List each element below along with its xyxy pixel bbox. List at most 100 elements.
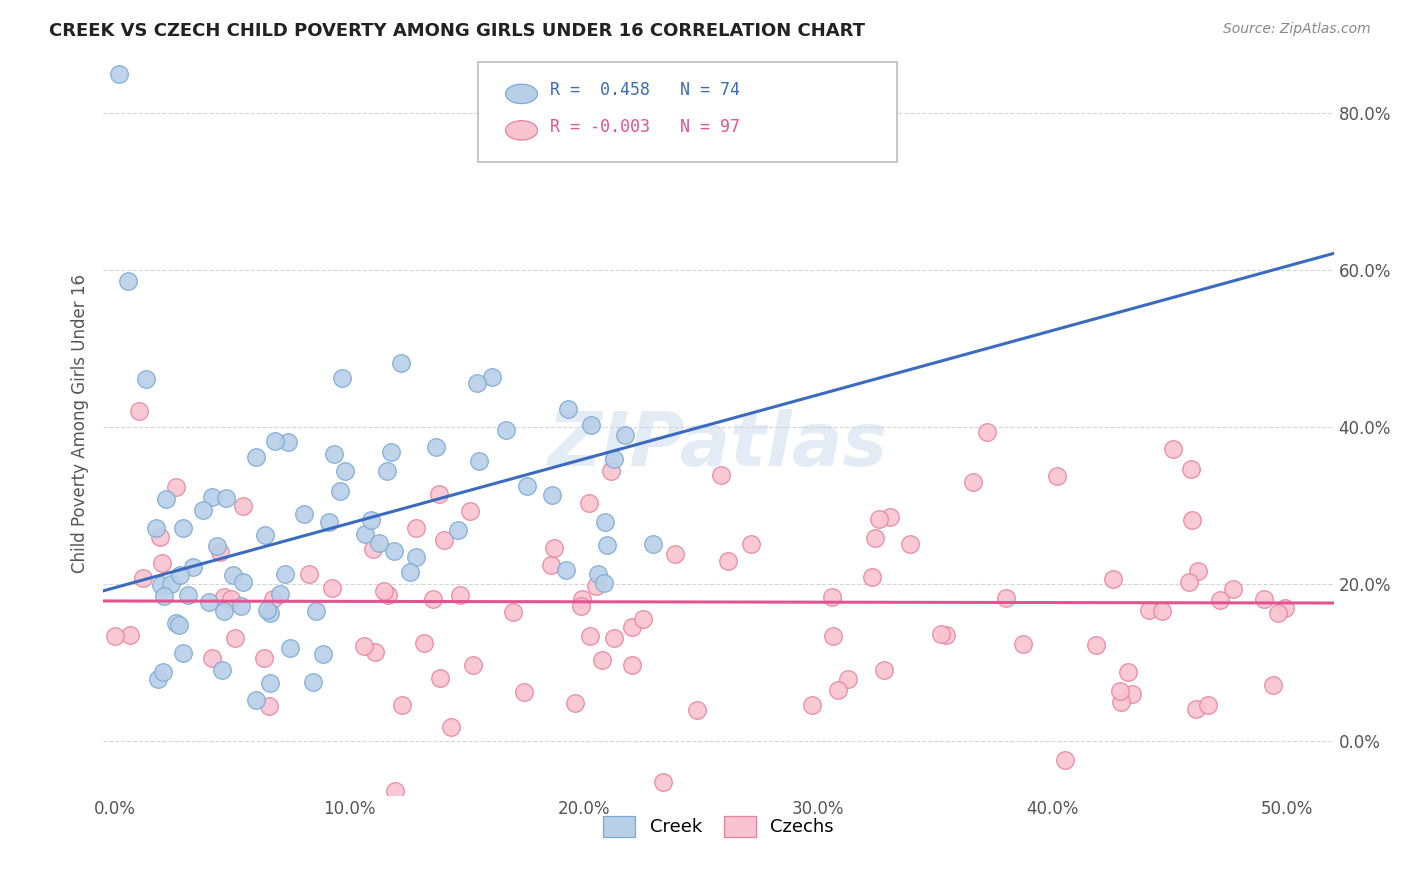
Point [1261,678,1284,692]
Point [145,521,167,535]
Point [710,467,733,482]
Point [541,488,564,502]
Point [863,531,886,545]
Text: R = -0.003   N = 97: R = -0.003 N = 97 [550,118,740,136]
Point [191,503,214,517]
Point [879,510,901,524]
Point [274,567,297,582]
Point [412,635,434,649]
Point [837,672,859,686]
Point [591,653,613,667]
Point [740,537,762,551]
Point [298,566,321,581]
Point [432,533,454,547]
Point [571,591,593,606]
Point [330,371,353,385]
Point [468,454,491,468]
Point [827,682,849,697]
Point [181,560,204,574]
Point [621,620,644,634]
Point [269,587,291,601]
Point [167,618,190,632]
Point [564,696,586,710]
Point [1187,565,1209,579]
Point [305,604,328,618]
Point [104,629,127,643]
FancyBboxPatch shape [478,62,897,162]
Point [1222,582,1244,597]
Point [1267,606,1289,620]
Point [1184,702,1206,716]
Point [152,665,174,680]
Point [449,588,471,602]
Point [440,720,463,734]
Point [245,450,267,464]
Point [278,640,301,655]
Point [373,584,395,599]
Point [481,369,503,384]
Point [686,703,709,717]
Point [153,589,176,603]
Point [108,67,131,81]
Point [363,541,385,556]
Legend: Creek, Czechs: Creek, Czechs [593,807,844,846]
Point [257,699,280,714]
Point [427,487,450,501]
Point [222,567,245,582]
Point [1181,513,1204,527]
Point [146,673,169,687]
Point [229,599,252,613]
Point [1253,592,1275,607]
Point [643,537,665,551]
Point [554,562,576,576]
Point [377,589,399,603]
Point [664,548,686,562]
Point [929,626,952,640]
Point [1085,638,1108,652]
Point [935,628,957,642]
Point [232,500,254,514]
Point [132,572,155,586]
Text: CREEK VS CZECH CHILD POVERTY AMONG GIRLS UNDER 16 CORRELATION CHART: CREEK VS CZECH CHILD POVERTY AMONG GIRLS… [49,22,865,40]
Point [198,595,221,609]
Point [502,605,524,619]
Point [165,480,187,494]
Point [1121,687,1143,701]
Point [292,507,315,521]
Point [569,599,592,613]
Point [152,556,174,570]
Point [212,604,235,618]
Point [540,558,562,572]
Point [651,774,673,789]
Point [117,274,139,288]
Point [391,355,413,369]
Point [585,579,607,593]
Point [447,523,470,537]
Point [254,528,277,542]
Point [1274,601,1296,615]
Point [495,423,517,437]
Point [603,632,626,646]
Point [201,650,224,665]
Point [1161,442,1184,456]
Text: Source: ZipAtlas.com: Source: ZipAtlas.com [1223,22,1371,37]
Point [405,550,427,565]
Point [354,527,377,541]
Point [557,401,579,416]
Point [128,404,150,418]
Point [868,512,890,526]
Point [962,475,984,489]
Point [465,376,488,391]
Point [318,515,340,529]
Point [593,576,616,591]
Point [1209,592,1232,607]
Point [578,496,600,510]
Point [259,606,281,620]
Point [1053,753,1076,767]
Point [120,628,142,642]
Point [211,663,233,677]
Point [215,491,238,506]
Point [1116,665,1139,679]
Point [232,574,254,589]
Point [614,428,637,442]
